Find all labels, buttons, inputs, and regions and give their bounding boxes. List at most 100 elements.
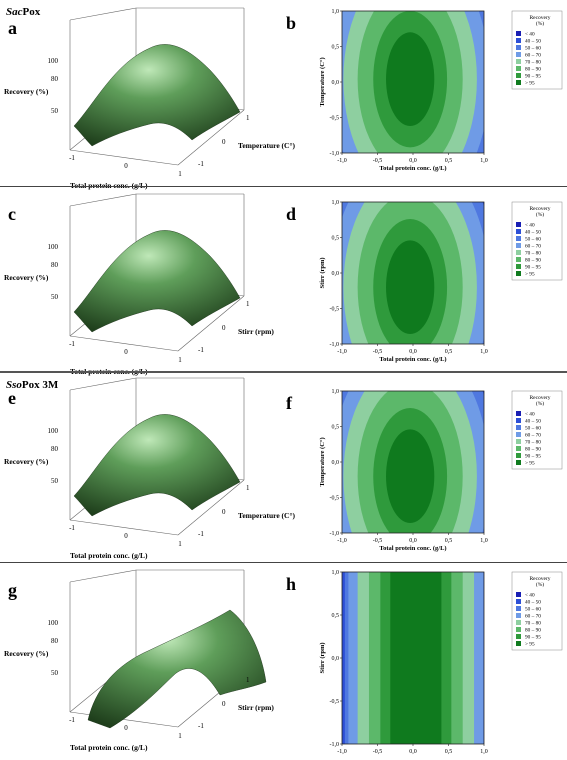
contour-fill	[342, 572, 484, 744]
x-tick-label: -1	[69, 716, 75, 724]
legend-title: (%)	[536, 20, 544, 27]
legend-swatch	[516, 73, 521, 78]
x-tick-label: 1,0	[480, 158, 488, 164]
y-axis-label: Temperature (C°)	[319, 437, 326, 486]
response-surface	[87, 609, 267, 729]
legend-swatch	[516, 229, 521, 234]
axis-box-edge	[177, 109, 245, 166]
legend-swatch	[516, 31, 521, 36]
axis-box-edge	[69, 377, 137, 391]
legend-swatch	[516, 460, 521, 465]
legend-swatch	[516, 425, 521, 430]
legend-swatch	[516, 236, 521, 241]
legend-swatch	[516, 446, 521, 451]
axis-box-edge	[69, 149, 179, 166]
x-tick-label: 0,5	[445, 349, 453, 355]
x-axis-label: Total protein conc. (g/L)	[70, 551, 148, 560]
z-tick-label: 80	[51, 261, 59, 269]
legend-entry: 90 – 95	[525, 454, 541, 460]
legend-swatch	[516, 453, 521, 458]
axis-box-edge	[69, 193, 137, 207]
panel-letter: h	[286, 574, 296, 594]
legend-swatch	[516, 432, 521, 437]
y-tick-label: -1,0	[330, 531, 340, 537]
y-tick-label: 1,0	[332, 200, 340, 206]
x-axis-label: Total protein conc. (g/L)	[379, 165, 446, 172]
y-tick-label: 0	[222, 138, 226, 146]
legend-swatch	[516, 411, 521, 416]
legend-swatch	[516, 243, 521, 248]
z-axis-label: Recovery (%)	[4, 649, 49, 658]
panel-letter: f	[286, 393, 293, 413]
x-axis-label: Total protein conc. (g/L)	[70, 743, 148, 752]
legend-entry: < 40	[525, 593, 535, 599]
y-axis-label: Stirr (rpm)	[238, 703, 274, 712]
row-divider-1	[0, 186, 567, 187]
legend-title: Recovery	[529, 15, 550, 21]
y-axis-label: Temperature (C°)	[238, 511, 295, 520]
x-axis-label: Total protein conc. (g/L)	[379, 545, 446, 552]
x-tick-label: 1	[178, 356, 182, 364]
legend-entry: 70 – 80	[525, 621, 541, 627]
y-axis-label: Stirr (rpm)	[238, 327, 274, 336]
legend-swatch	[516, 45, 521, 50]
legend-entry: 70 – 80	[525, 251, 541, 257]
y-tick-label: 1	[246, 484, 250, 492]
z-tick-label: 100	[48, 619, 59, 627]
z-tick-label: 50	[51, 669, 59, 677]
legend-swatch	[516, 418, 521, 423]
legend-swatch	[516, 627, 521, 632]
legend-entry: 50 – 60	[525, 237, 541, 243]
legend-entry: 50 – 60	[525, 607, 541, 613]
legend-swatch	[516, 66, 521, 71]
row-divider-3	[0, 562, 567, 563]
legend-entry: > 95	[525, 461, 535, 467]
surface-panel-e: e 50 80 100 Recovery (%) -1 0 1 Total protein co…	[4, 377, 295, 560]
y-tick-label: 0,5	[332, 236, 340, 242]
z-tick-label: 100	[48, 427, 59, 435]
x-tick-label: 0	[124, 724, 128, 732]
y-tick-label: 0	[222, 324, 226, 332]
y-axis-label: Stirr (rpm)	[319, 642, 326, 673]
x-axis-label: Total protein conc. (g/L)	[379, 356, 446, 363]
legend-swatch	[516, 257, 521, 262]
legend-swatch	[516, 641, 521, 646]
x-tick-label: 0,0	[409, 538, 417, 544]
legend-entry: 90 – 95	[525, 265, 541, 271]
z-tick-label: 50	[51, 107, 59, 115]
z-axis-label: Recovery (%)	[4, 457, 49, 466]
legend-swatch	[516, 592, 521, 597]
response-surface	[73, 230, 241, 333]
x-tick-label: 0,5	[445, 538, 453, 544]
x-tick-label: 0	[124, 162, 128, 170]
surface-panel-a: a 50 80 100 Recovery (%) -1 0 1 Total protein co…	[4, 7, 295, 190]
x-tick-label: 0,5	[445, 158, 453, 164]
legend-swatch	[516, 38, 521, 43]
legend-swatch	[516, 250, 521, 255]
legend-entry: > 95	[525, 272, 535, 278]
group-title: SsoPox 3M	[6, 379, 59, 391]
x-tick-label: 1,0	[480, 538, 488, 544]
z-tick-label: 50	[51, 477, 59, 485]
y-tick-label: -0,5	[330, 307, 340, 313]
surface-panel-g: g 50 80 100 Recovery (%) -1 0 1 Total protein co…	[4, 569, 274, 752]
z-tick-label: 80	[51, 75, 59, 83]
legend-swatch	[516, 80, 521, 85]
y-tick-label: 0,5	[332, 45, 340, 51]
z-tick-label: 100	[48, 243, 59, 251]
x-tick-label: 1	[178, 540, 182, 548]
legend-entry: 40 – 50	[525, 230, 541, 236]
axis-box-edge	[69, 711, 179, 728]
panel-letter: b	[286, 13, 296, 33]
y-tick-label: 1	[246, 114, 250, 122]
y-tick-label: -0,5	[330, 116, 340, 122]
legend-swatch	[516, 634, 521, 639]
legend-entry: 50 – 60	[525, 426, 541, 432]
y-axis-label: Stirr (rpm)	[319, 257, 326, 288]
axis-box-edge	[177, 479, 245, 536]
y-tick-label: 0	[222, 508, 226, 516]
legend-entry: 50 – 60	[525, 46, 541, 52]
contour-band	[386, 240, 435, 335]
